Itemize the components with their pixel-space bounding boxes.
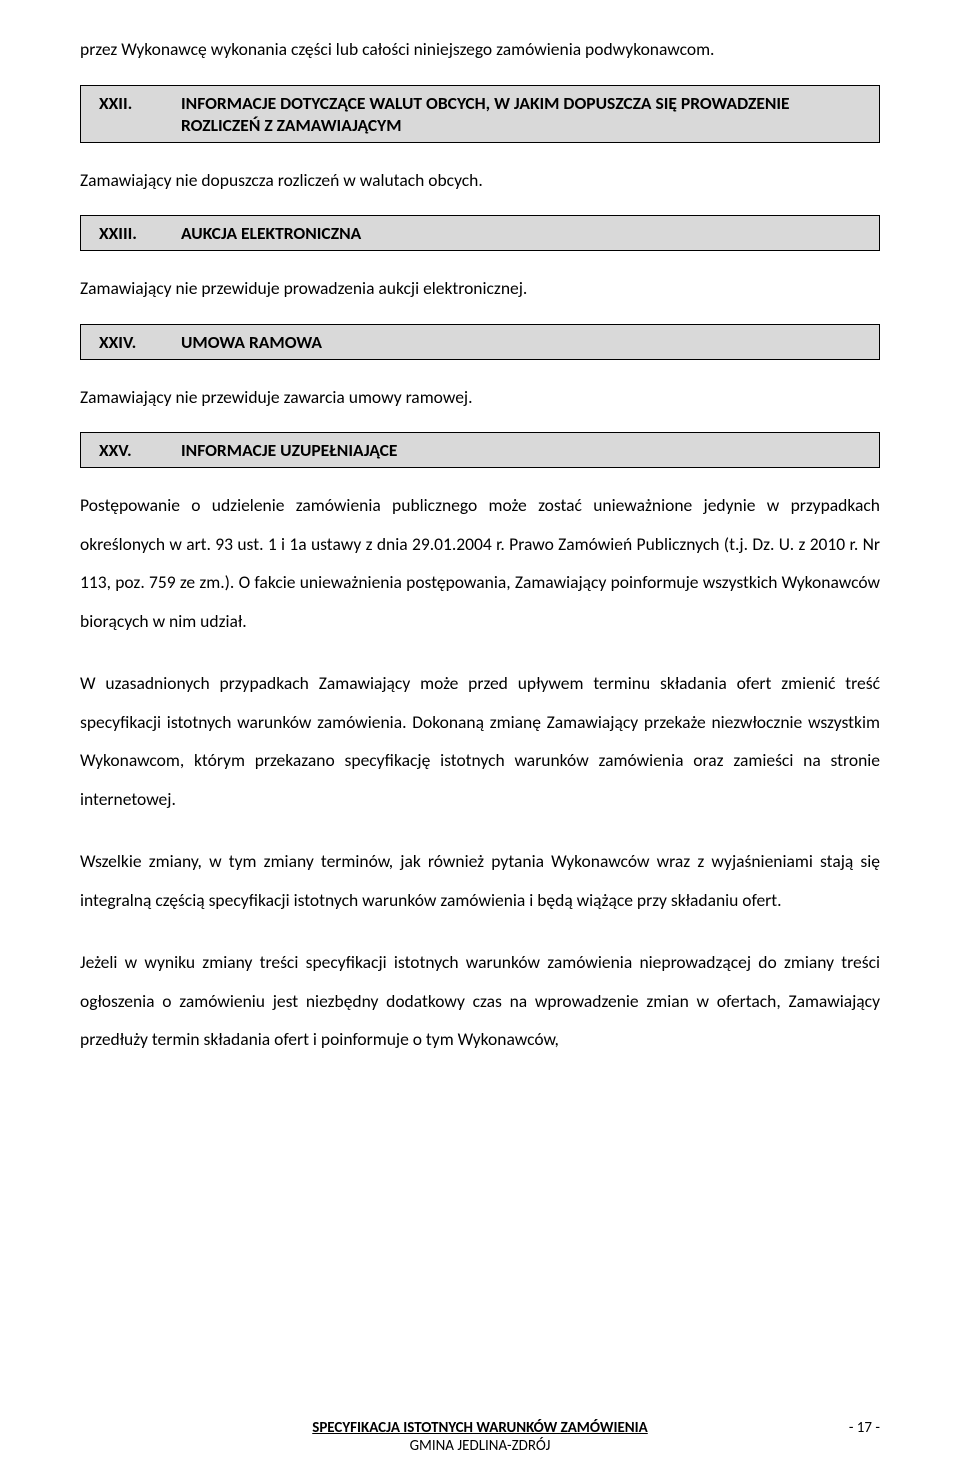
section-title: INFORMACJE DOTYCZĄCE WALUT OBCYCH, W JAK… xyxy=(181,92,861,136)
intro-paragraph: przez Wykonawcę wykonania części lub cał… xyxy=(80,30,880,69)
section-24-body: Zamawiający nie przewiduje zawarcia umow… xyxy=(80,378,880,417)
section-title: AUKCJA ELEKTRONICZNA xyxy=(181,222,861,244)
section-heading-24: XXIV. UMOWA RAMOWA xyxy=(80,324,880,360)
section-22-body: Zamawiający nie dopuszcza rozliczeń w wa… xyxy=(80,161,880,200)
section-title: INFORMACJE UZUPEŁNIAJĄCE xyxy=(181,439,861,461)
footer-title: SPECYFIKACJA ISTOTNYCH WARUNKÓW ZAMÓWIEN… xyxy=(312,1419,648,1437)
section-heading-22: XXII. INFORMACJE DOTYCZĄCE WALUT OBCYCH,… xyxy=(80,85,880,143)
section-title: UMOWA RAMOWA xyxy=(181,331,861,353)
footer-subtitle: GMINA JEDLINA-ZDRÓJ xyxy=(80,1437,880,1455)
section-number: XXIV. xyxy=(99,331,145,353)
page-footer: SPECYFIKACJA ISTOTNYCH WARUNKÓW ZAMÓWIEN… xyxy=(80,1419,880,1455)
section-number: XXV. xyxy=(99,439,145,461)
section-25-p3: Wszelkie zmiany, w tym zmiany terminów, … xyxy=(80,842,880,919)
page-container: przez Wykonawcę wykonania części lub cał… xyxy=(0,0,960,1481)
section-number: XXIII. xyxy=(99,222,145,244)
section-heading-23: XXIII. AUKCJA ELEKTRONICZNA xyxy=(80,215,880,251)
section-25-p4: Jeżeli w wyniku zmiany treści specyfikac… xyxy=(80,943,880,1059)
section-heading-25: XXV. INFORMACJE UZUPEŁNIAJĄCE xyxy=(80,432,880,468)
footer-wrap: SPECYFIKACJA ISTOTNYCH WARUNKÓW ZAMÓWIEN… xyxy=(80,1419,880,1455)
footer-page-number: - 17 - xyxy=(849,1419,880,1437)
section-25-p1: Postępowanie o udzielenie zamówienia pub… xyxy=(80,486,880,640)
section-number: XXII. xyxy=(99,92,145,114)
section-25-p2: W uzasadnionych przypadkach Zamawiający … xyxy=(80,664,880,818)
section-23-body: Zamawiający nie przewiduje prowadzenia a… xyxy=(80,269,880,308)
